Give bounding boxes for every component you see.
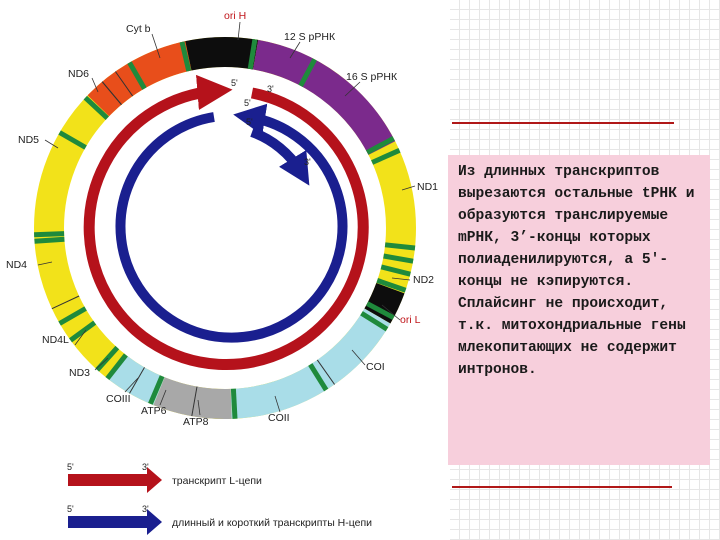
trna-mark [366, 136, 395, 155]
l-strand-transcript-arrow [83, 74, 369, 371]
trna-mark [383, 253, 414, 264]
label-16s-rrna: 16 S рРНК [346, 71, 398, 83]
label-leader-lines [37, 21, 416, 416]
trna-mark [179, 41, 192, 72]
trna-mark [247, 39, 258, 70]
trna-mark [58, 306, 87, 326]
trna-mark [308, 363, 329, 392]
h-strand-short-transcript-arrow [250, 127, 310, 186]
segment-coi-coii [230, 308, 391, 419]
legend-l-strand-label: транскрипт L-цепи [172, 475, 262, 487]
segment-cytb [87, 41, 192, 117]
trna-mark [83, 95, 110, 121]
trna-mark [360, 311, 389, 332]
gene-boundary-mark [129, 367, 145, 394]
trna-mark [371, 148, 401, 165]
label-nd4l: ND4L [42, 334, 69, 346]
legend: 5' 3' транскрипт L-цепи 5' 3' длинный и … [67, 462, 372, 535]
label-atp8: ATP8 [183, 416, 209, 428]
label-coi: COI [366, 361, 385, 373]
legend-l-strand-3: 3' [142, 462, 149, 472]
trna-mark [384, 242, 416, 251]
mtdna-map-diagram: 5' 3' 5' 5' 3' Cyt b ori H 12 S рРНК 16 … [6, 10, 438, 535]
gene-boundary-mark [51, 295, 80, 310]
label-cytb: Cyt b [126, 23, 151, 35]
legend-h-strand-label: длинный и короткий транскрипты H-цепи [172, 517, 372, 529]
label-coiii: COIII [106, 393, 131, 405]
trna-mark [230, 388, 238, 419]
label-12s-rrna: 12 S рРНК [284, 31, 336, 43]
legend-h-strand-5: 5' [67, 504, 74, 514]
label-nd2: ND2 [413, 274, 434, 286]
label-nd1: ND1 [417, 181, 438, 193]
explanation-text: Из длинных транскриптов вырезаются остал… [458, 164, 695, 378]
ring-trna-marks [34, 39, 416, 419]
trna-mark [34, 231, 65, 238]
label-ori-h: ori H [224, 10, 246, 22]
segment-ori-l [364, 282, 405, 324]
label-coii: COII [268, 412, 290, 424]
trna-mark [105, 353, 128, 381]
segment-ori-h [185, 37, 259, 71]
legend-l-strand: 5' 3' транскрипт L-цепи [67, 462, 262, 493]
trna-mark [376, 278, 407, 293]
trna-mark [148, 375, 165, 405]
segment-rrna [252, 39, 396, 156]
label-atp6: ATP6 [141, 405, 167, 417]
red-arrow-3-end: 3' [267, 84, 274, 94]
trna-mark [366, 301, 395, 320]
trna-mark [127, 61, 147, 90]
trna-mark [58, 130, 87, 150]
top-rule [452, 122, 674, 124]
gene-boundary-mark [191, 386, 198, 417]
legend-l-strand-bar [68, 474, 148, 486]
legend-h-strand: 5' 3' длинный и короткий транскрипты H-ц… [67, 504, 372, 535]
legend-h-strand-arrowhead [147, 509, 162, 535]
legend-h-strand-3: 3' [142, 504, 149, 514]
trna-mark [380, 264, 411, 277]
red-arrow-5-end: 5' [231, 78, 238, 88]
blue-arrow-5-end: 5' [244, 98, 251, 108]
label-nd3: ND3 [69, 367, 90, 379]
blue-arrow-5-end-short: 5' [246, 117, 253, 127]
bottom-rule [452, 486, 672, 488]
gene-boundary-mark [114, 71, 134, 97]
trna-mark [34, 236, 65, 244]
gene-boundary-mark [101, 81, 122, 106]
legend-l-strand-arrowhead [147, 467, 162, 493]
genome-ring [34, 37, 416, 419]
h-strand-long-transcript-arrow [115, 103, 348, 343]
label-nd5: ND5 [18, 134, 39, 146]
label-nd6: ND6 [68, 68, 89, 80]
gene-boundary-mark [316, 359, 336, 385]
gene-labels: Cyt b ori H 12 S рРНК 16 S рРНК ND1 ND2 … [6, 10, 438, 428]
explanation-box: Из длинных транскриптов вырезаются остал… [448, 155, 710, 465]
legend-l-strand-5: 5' [67, 462, 74, 472]
blue-arrow-3-end: 3' [304, 157, 311, 167]
label-ori-l: ori L [400, 314, 421, 326]
label-nd4: ND4 [6, 259, 27, 271]
trna-mark [69, 320, 97, 343]
trna-mark [298, 58, 317, 87]
legend-h-strand-bar [68, 516, 148, 528]
transcripts: 5' 3' 5' 5' 3' [83, 74, 369, 371]
